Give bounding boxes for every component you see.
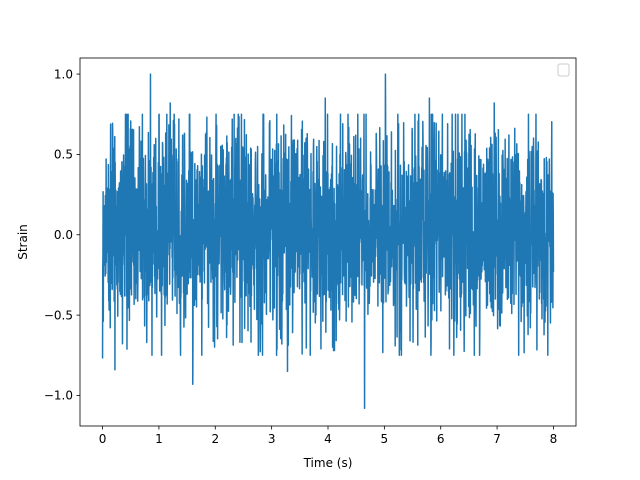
x-tick-label: 3 [268,432,276,446]
x-tick-label: 5 [381,432,389,446]
x-tick-label: 8 [550,432,558,446]
legend-box [557,63,570,77]
x-tick-label: 6 [437,432,445,446]
x-tick-label: 2 [211,432,219,446]
y-tick-label: 1.0 [54,67,73,81]
x-tick-label: 4 [324,432,332,446]
x-tick-label: 7 [493,432,501,446]
x-tick-label: 1 [155,432,163,446]
y-tick-label: 0.5 [54,148,73,162]
x-tick-label: 0 [99,432,107,446]
series-layer [101,73,555,410]
y-axis-label: Strain [16,224,30,260]
x-axis-ticks: 0 1 2 3 4 5 6 7 8 [99,426,558,446]
plot-frame [79,57,577,427]
y-axis-ticks: −1.0 −0.5 0.0 0.5 1.0 [44,67,80,403]
y-tick-label: 0.0 [54,228,73,242]
y-tick-label: −1.0 [44,389,73,403]
x-axis-label: Time (s) [303,456,353,470]
strain-series-line [101,73,555,410]
y-tick-label: −0.5 [44,308,73,322]
